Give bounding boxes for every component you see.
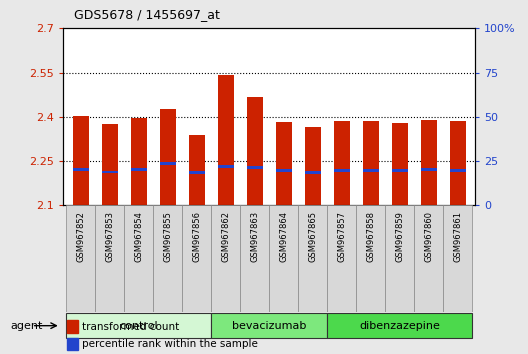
Bar <box>450 121 466 205</box>
Bar <box>269 205 298 312</box>
Bar <box>305 127 321 205</box>
Bar <box>392 123 408 205</box>
Bar <box>298 205 327 312</box>
Bar <box>334 169 350 172</box>
Text: GSM967862: GSM967862 <box>221 211 230 262</box>
Bar <box>363 121 379 205</box>
Text: GDS5678 / 1455697_at: GDS5678 / 1455697_at <box>74 8 220 21</box>
Text: GSM967859: GSM967859 <box>395 211 404 262</box>
Text: GSM967856: GSM967856 <box>192 211 201 262</box>
Bar <box>73 168 89 171</box>
Text: GSM967858: GSM967858 <box>366 211 375 262</box>
Bar <box>305 171 321 174</box>
Bar <box>131 167 147 171</box>
Bar <box>327 205 356 312</box>
Bar <box>356 205 385 312</box>
Bar <box>160 162 176 165</box>
Bar <box>95 205 124 312</box>
Text: GSM967855: GSM967855 <box>163 211 172 262</box>
Bar <box>211 313 327 338</box>
Bar <box>153 205 182 312</box>
Bar <box>66 313 211 338</box>
Text: GSM967864: GSM967864 <box>279 211 288 262</box>
Bar <box>392 169 408 172</box>
Text: GSM967852: GSM967852 <box>76 211 85 262</box>
Bar <box>247 97 263 205</box>
Bar <box>218 165 234 168</box>
Bar <box>327 313 473 338</box>
Bar <box>68 320 78 333</box>
Bar <box>68 338 78 350</box>
Bar <box>66 205 95 312</box>
Text: GSM967865: GSM967865 <box>308 211 317 262</box>
Bar <box>240 205 269 312</box>
Bar <box>124 205 153 312</box>
Bar <box>189 135 205 205</box>
Bar <box>421 168 437 171</box>
Text: GSM967861: GSM967861 <box>454 211 463 262</box>
Bar <box>276 169 292 172</box>
Bar <box>334 121 350 205</box>
Bar <box>276 121 292 205</box>
Text: GSM967853: GSM967853 <box>105 211 114 262</box>
Text: bevacizumab: bevacizumab <box>232 321 306 331</box>
Bar <box>414 205 444 312</box>
Bar <box>444 205 473 312</box>
Text: agent: agent <box>11 321 43 331</box>
Bar <box>73 116 89 205</box>
Text: GSM967857: GSM967857 <box>337 211 346 262</box>
Bar <box>189 171 205 174</box>
Bar <box>363 169 379 172</box>
Bar <box>102 171 118 173</box>
Bar <box>211 205 240 312</box>
Bar <box>182 205 211 312</box>
Text: dibenzazepine: dibenzazepine <box>360 321 440 331</box>
Text: GSM967863: GSM967863 <box>250 211 259 262</box>
Text: control: control <box>119 321 158 331</box>
Bar <box>131 118 147 205</box>
Text: GSM967860: GSM967860 <box>425 211 433 262</box>
Bar <box>102 124 118 205</box>
Bar <box>160 109 176 205</box>
Bar <box>247 166 263 169</box>
Bar <box>385 205 414 312</box>
Bar <box>450 169 466 172</box>
Bar <box>218 75 234 205</box>
Text: transformed count: transformed count <box>82 322 179 332</box>
Bar <box>421 120 437 205</box>
Text: percentile rank within the sample: percentile rank within the sample <box>82 339 258 349</box>
Text: GSM967854: GSM967854 <box>134 211 143 262</box>
